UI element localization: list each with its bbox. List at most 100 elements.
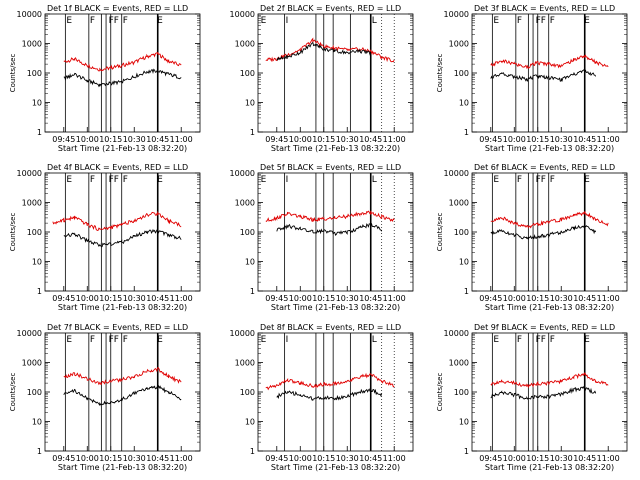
y-tick-label: 10	[459, 418, 469, 427]
y-tick-label: 100	[27, 228, 42, 237]
y-axis-title: Counts/sec	[9, 54, 17, 93]
y-tick-label: 1000	[22, 40, 42, 49]
x-tick-label: 11:00	[170, 294, 193, 303]
series-line-events	[276, 42, 372, 61]
y-axis-title: Counts/sec	[9, 213, 17, 252]
event-label: F	[90, 175, 95, 185]
x-tick-label: 10:30	[550, 454, 573, 463]
x-tick-label: 10:30	[550, 135, 573, 144]
x-tick-label: 09:45	[52, 454, 75, 463]
event-label: E	[66, 16, 72, 26]
x-tick-label: 10:15	[526, 294, 549, 303]
y-tick-label: 100	[27, 69, 42, 78]
x-axis-title: Start Time (21-Feb-13 08:32:20)	[271, 463, 400, 472]
x-tick-label: 10:00	[76, 135, 99, 144]
event-label: I	[286, 335, 289, 345]
plot-frame	[44, 13, 201, 133]
x-tick-label: 10:30	[550, 294, 573, 303]
y-tick-label: 1	[250, 287, 255, 296]
x-tick-label: 09:45	[479, 454, 502, 463]
panel-8: Det 8f BLACK = Events, RED = LLD E I L 1 10 10…	[230, 323, 414, 472]
event-label: F	[123, 335, 128, 345]
x-tick-label: 10:15	[526, 454, 549, 463]
event-label: E	[493, 175, 499, 185]
event-label: F	[90, 16, 95, 26]
x-tick-label: 10:00	[503, 135, 526, 144]
event-label: E	[584, 335, 590, 345]
event-label: E	[157, 175, 163, 185]
y-axis-title: Counts/sec	[436, 213, 444, 252]
x-tick-label: 10:15	[312, 135, 335, 144]
event-label: L	[372, 335, 377, 345]
series-line-lld	[265, 210, 395, 223]
y-tick-label: 100	[240, 69, 255, 78]
y-axis-title: Counts/sec	[436, 54, 444, 93]
event-label: F	[123, 175, 128, 185]
event-label: FF	[536, 335, 546, 345]
event-label: E	[66, 335, 72, 345]
y-tick-label: 1	[464, 447, 469, 456]
y-tick-label: 1000	[449, 359, 469, 368]
x-tick-label: 11:00	[597, 135, 620, 144]
x-tick-label: 10:45	[146, 135, 169, 144]
series-line-events	[490, 385, 597, 400]
x-tick-label: 10:00	[503, 294, 526, 303]
y-tick-label: 10	[459, 99, 469, 108]
plot-frame	[257, 332, 414, 452]
event-label: FF	[109, 335, 119, 345]
x-tick-label: 10:00	[76, 454, 99, 463]
y-tick-label: 1	[37, 128, 42, 137]
series-line-lld	[265, 372, 395, 391]
event-label: F	[123, 16, 128, 26]
x-axis-title: Start Time (21-Feb-13 08:32:20)	[58, 463, 187, 472]
y-tick-label: 10000	[230, 329, 255, 338]
y-tick-label: 10000	[230, 169, 255, 178]
plot-frame	[44, 172, 201, 292]
x-tick-label: 10:30	[123, 454, 146, 463]
series-line-events	[490, 67, 597, 82]
event-label: F	[550, 175, 555, 185]
event-label: F	[517, 335, 522, 345]
x-tick-label: 09:45	[479, 135, 502, 144]
x-tick-label: 10:15	[312, 454, 335, 463]
y-tick-label: 1	[250, 128, 255, 137]
event-label: FF	[536, 16, 546, 26]
y-tick-label: 1000	[449, 40, 469, 49]
y-tick-label: 1000	[22, 359, 42, 368]
y-tick-label: 10	[245, 418, 255, 427]
event-label: E	[157, 16, 163, 26]
event-label: E	[261, 335, 267, 345]
x-tick-label: 10:00	[76, 294, 99, 303]
y-tick-label: 10000	[17, 329, 42, 338]
event-label: F	[90, 335, 95, 345]
y-tick-label: 1000	[235, 199, 255, 208]
y-tick-label: 1	[464, 287, 469, 296]
x-axis-title: Start Time (21-Feb-13 08:32:20)	[485, 463, 614, 472]
event-label: F	[517, 16, 522, 26]
x-tick-label: 10:00	[503, 454, 526, 463]
x-tick-label: 10:45	[146, 294, 169, 303]
event-label: F	[550, 335, 555, 345]
event-label: E	[261, 175, 267, 185]
series-line-events	[276, 388, 383, 401]
plot-frame	[471, 172, 628, 292]
x-tick-label: 11:00	[170, 454, 193, 463]
x-tick-label: 11:00	[383, 294, 406, 303]
y-tick-label: 10000	[230, 10, 255, 19]
plot-frame	[471, 332, 628, 452]
y-tick-label: 10	[32, 418, 42, 427]
y-tick-label: 1000	[235, 359, 255, 368]
x-tick-label: 10:45	[359, 135, 382, 144]
series-line-events	[63, 67, 182, 88]
panel-5: Det 5f BLACK = Events, RED = LLD E I L 1 10 10…	[230, 163, 414, 312]
plot-frame	[471, 13, 628, 133]
x-tick-label: 10:15	[312, 294, 335, 303]
y-tick-label: 1	[464, 128, 469, 137]
x-axis-title: Start Time (21-Feb-13 08:32:20)	[58, 144, 187, 153]
x-tick-label: 11:00	[170, 135, 193, 144]
series-line-lld	[52, 210, 182, 232]
